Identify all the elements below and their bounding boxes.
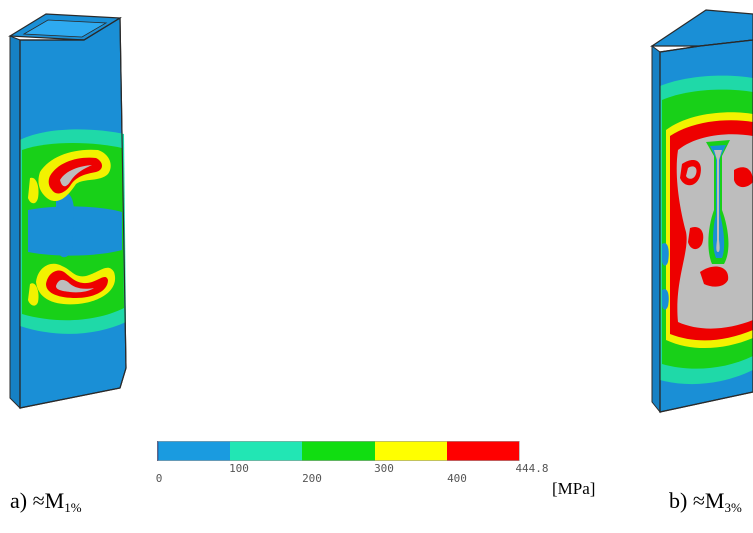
legend-tick-400: 400: [447, 472, 467, 485]
legend-tick-200: 200: [302, 472, 322, 485]
column-a-contour: [8, 13, 127, 410]
column-b-side-face: [651, 45, 661, 414]
legend-tick-300: 300: [374, 462, 394, 475]
caption-b-subscript: 3%: [724, 500, 742, 515]
legend-band-1: [157, 441, 230, 461]
legend-band-4: [375, 441, 447, 461]
legend-band-2: [230, 441, 302, 461]
legend-band-3: [302, 441, 375, 461]
caption-a-subscript: 1%: [64, 500, 82, 515]
legend-tick-max: 444.8: [515, 462, 549, 475]
legend-tick-100: 100: [229, 462, 249, 475]
column-b-contour: [650, 9, 753, 414]
caption-b: b) ≈M3%: [669, 488, 742, 516]
column-b-top-cap: [650, 9, 753, 47]
legend-unit: [MPa]: [552, 479, 596, 498]
caption-b-text: b) ≈M: [669, 488, 725, 513]
stress-legend-bar: [157, 441, 520, 461]
caption-a-text: a) ≈M: [10, 488, 65, 513]
legend-band-5: [447, 441, 519, 461]
legend-tick-0: 0: [155, 472, 163, 485]
caption-a: a) ≈M1%: [10, 488, 82, 516]
column-a-side-face: [9, 35, 21, 410]
